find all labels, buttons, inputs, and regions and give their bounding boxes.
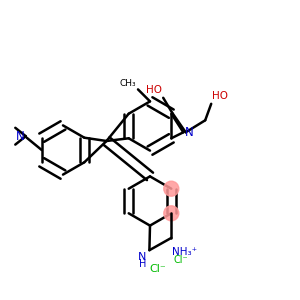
Text: N: N bbox=[184, 126, 193, 139]
Circle shape bbox=[164, 206, 179, 221]
Text: N: N bbox=[16, 130, 24, 143]
Circle shape bbox=[164, 181, 179, 196]
Text: Cl⁻: Cl⁻ bbox=[174, 256, 188, 266]
Text: NH₃⁺: NH₃⁺ bbox=[172, 247, 197, 257]
Text: HO: HO bbox=[146, 85, 162, 95]
Text: H: H bbox=[139, 259, 146, 269]
Text: CH₃: CH₃ bbox=[120, 79, 136, 88]
Text: Cl⁻: Cl⁻ bbox=[149, 264, 166, 274]
Text: HO: HO bbox=[212, 92, 228, 101]
Text: N: N bbox=[138, 252, 146, 262]
